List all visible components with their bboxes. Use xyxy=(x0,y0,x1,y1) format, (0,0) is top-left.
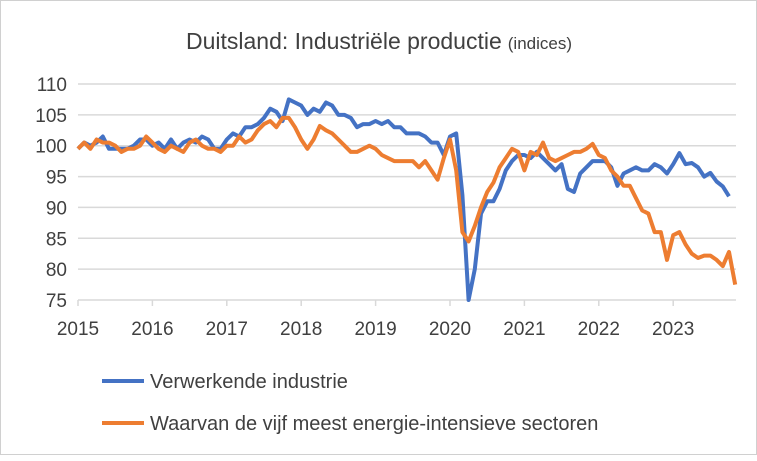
y-tick-label: 75 xyxy=(46,291,67,312)
x-tick-label: 2016 xyxy=(131,319,173,340)
legend-label: Verwerkende industrie xyxy=(150,371,348,393)
x-tick-label: 2019 xyxy=(354,319,396,340)
legend-label: Waarvan de vijf meest energie-intensieve… xyxy=(150,413,598,435)
y-tick-label: 110 xyxy=(37,75,67,96)
y-tick-label: 105 xyxy=(35,106,67,127)
x-tick-label: 2022 xyxy=(578,319,620,340)
chart-subtitle: (indices) xyxy=(508,34,572,53)
series-line xyxy=(76,97,731,302)
chart-title: Duitsland: Industriële productie (indices… xyxy=(186,28,572,54)
x-tick-label: 2023 xyxy=(652,319,694,340)
y-tick-label: 90 xyxy=(46,198,67,219)
x-tick-label: 2017 xyxy=(206,319,248,340)
x-tick-label: 2021 xyxy=(503,319,545,340)
x-tick-label: 2020 xyxy=(429,319,471,340)
x-tick-label: 2018 xyxy=(280,319,322,340)
y-tick-label: 85 xyxy=(46,229,67,250)
y-tick-label: 100 xyxy=(35,137,67,158)
y-tick-label: 95 xyxy=(46,168,67,189)
x-tick-label: 2015 xyxy=(57,319,99,340)
series-line xyxy=(76,115,738,285)
chart-title-text: Duitsland: Industriële productie xyxy=(186,28,502,54)
y-tick-label: 80 xyxy=(46,260,67,281)
